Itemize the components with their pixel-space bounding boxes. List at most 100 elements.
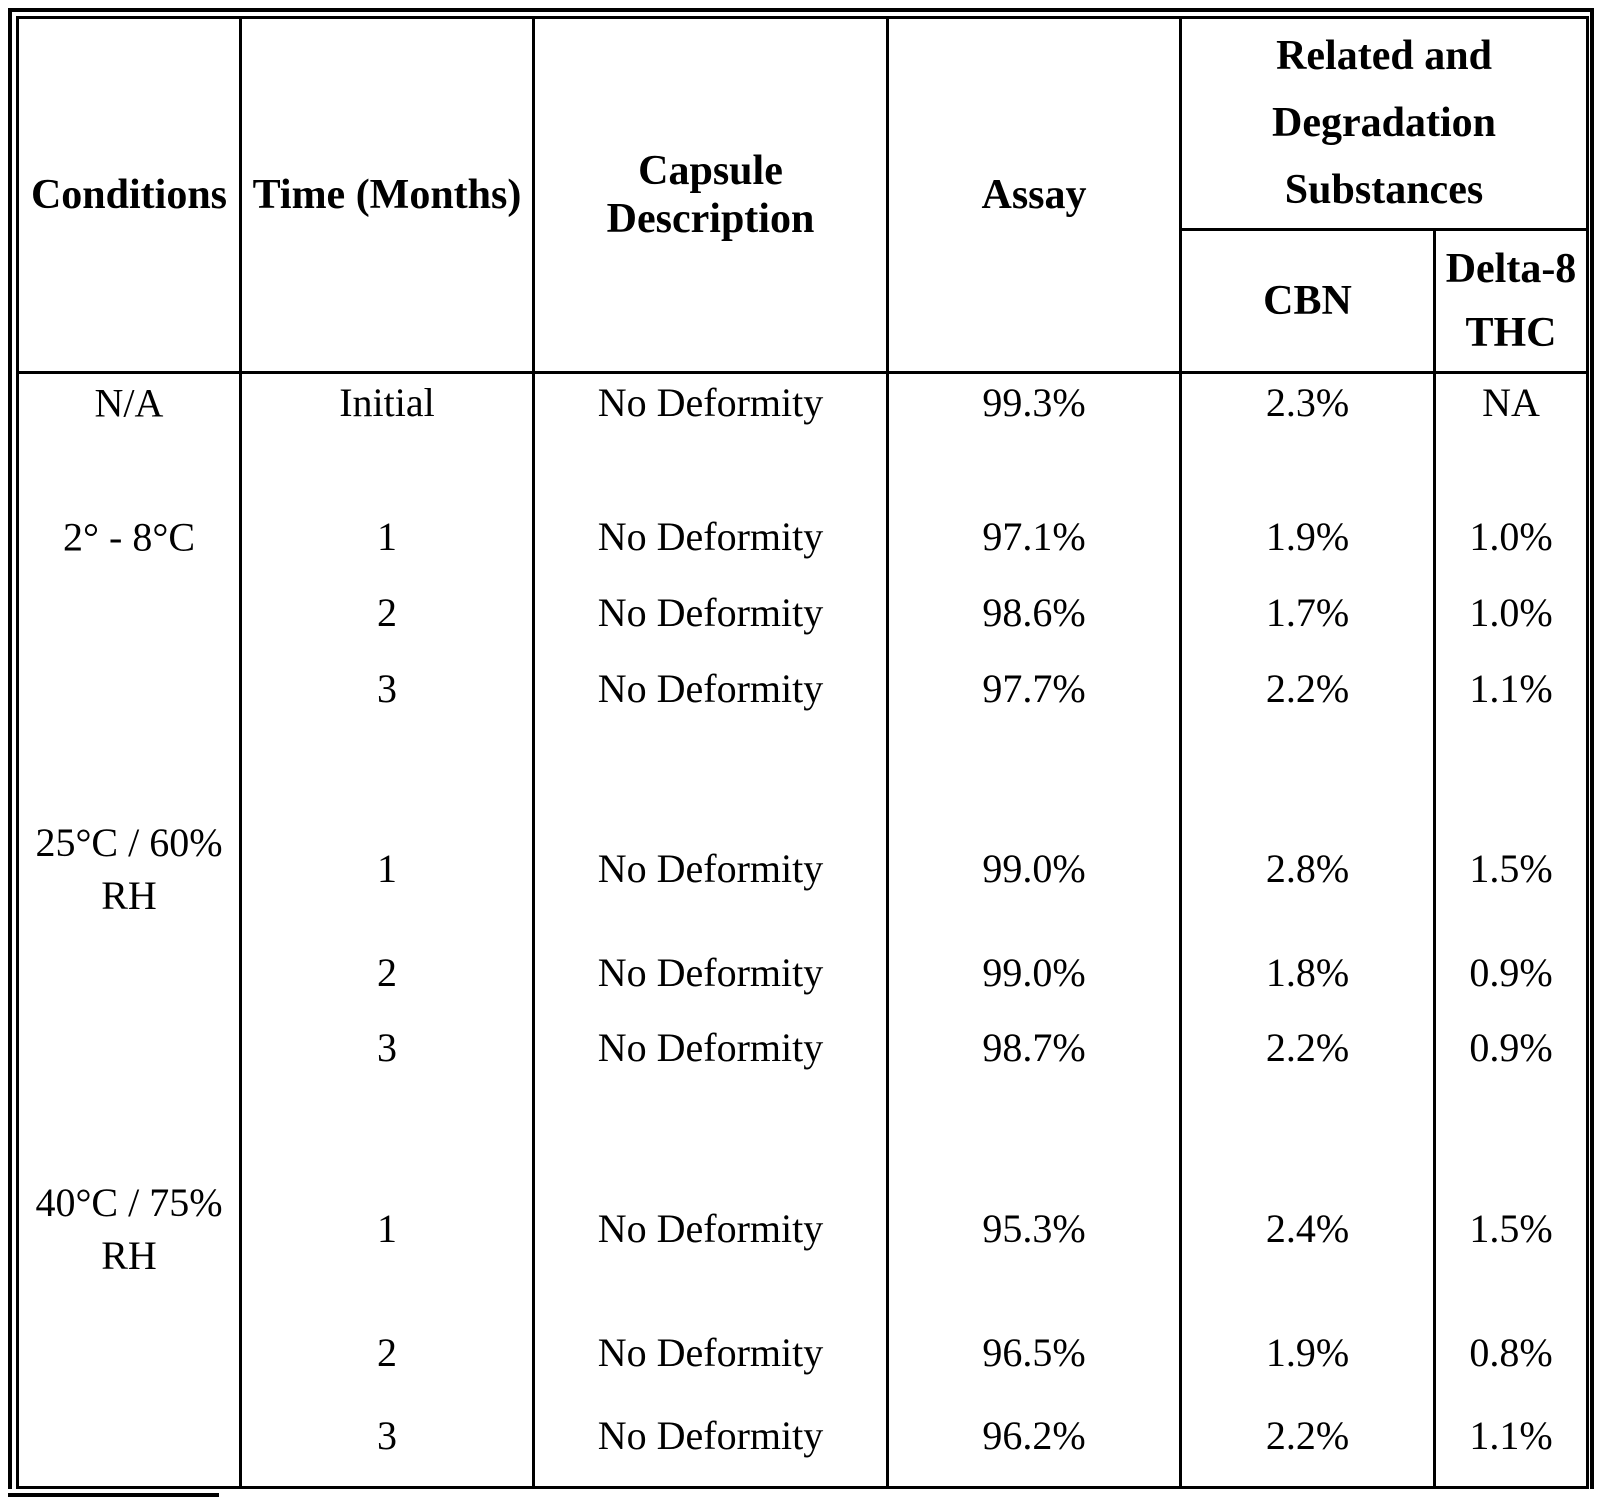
condition-label: N/A [94, 380, 164, 426]
table-frame: Conditions Time (Months) Capsule Descrip… [8, 8, 1594, 1497]
cell-delta8: 1.0% [1432, 507, 1588, 566]
spacer-cell [1179, 1464, 1435, 1488]
cell-capsule: No Deformity [532, 1199, 888, 1258]
cell-delta8: 0.9% [1432, 944, 1588, 1002]
spacer-cell [16, 641, 241, 660]
spacer-cell [239, 1381, 534, 1407]
cell-condition [16, 1324, 241, 1382]
header-delta8-thc: Delta-8 THC [1432, 229, 1588, 374]
spacer-cell [532, 432, 888, 508]
cell-delta8: 0.9% [1432, 1019, 1588, 1077]
cell-capsule: No Deformity [532, 1324, 888, 1382]
condition-label: 25°C / 60% RH [35, 819, 223, 918]
spacer-row [16, 1076, 1588, 1200]
cell-assay: 98.6% [886, 584, 1181, 642]
spacer-cell [16, 1464, 241, 1488]
header-related-degradation-substances-text: Related and Degradation Substances [1272, 33, 1496, 213]
data-row-40C-month2: 2 No Deformity 96.5% 1.9% 0.8% [16, 1324, 1588, 1382]
cell-time: 3 [239, 659, 534, 718]
spacer-cell [532, 1001, 888, 1020]
spacer-cell [1179, 1001, 1435, 1020]
spacer-cell [532, 1381, 888, 1407]
cell-assay: 95.3% [886, 1199, 1181, 1258]
cell-capsule: No Deformity [532, 372, 888, 433]
cell-assay: 97.1% [886, 507, 1181, 566]
spacer-cell [1179, 1257, 1435, 1325]
cell-time: 2 [239, 584, 534, 642]
spacer-cell [1179, 1076, 1435, 1200]
data-row-40C-month3: 3 No Deformity 96.2% 2.2% 1.1% [16, 1406, 1588, 1465]
stability-table: Conditions Time (Months) Capsule Descrip… [16, 16, 1590, 1489]
cell-assay: 99.3% [886, 372, 1181, 433]
spacer-cell [239, 897, 534, 945]
data-row-25C-month3: 3 No Deformity 98.7% 2.2% 0.9% [16, 1019, 1588, 1077]
spacer-cell [16, 565, 241, 585]
cell-condition [16, 1019, 241, 1077]
spacer-cell [16, 1381, 241, 1407]
cell-assay: 96.5% [886, 1324, 1181, 1382]
spacer-cell [1179, 717, 1435, 840]
cell-cbn: 1.9% [1179, 507, 1435, 566]
cell-capsule: No Deformity [532, 659, 888, 718]
spacer-cell [16, 1076, 241, 1200]
spacer-cell [532, 1076, 888, 1200]
header-conditions: Conditions [16, 17, 241, 374]
header-row-1: Conditions Time (Months) Capsule Descrip… [16, 17, 1588, 374]
spacer-cell [16, 432, 241, 508]
spacer-cell [532, 641, 888, 660]
header-time-months: Time (Months) [239, 17, 534, 374]
data-row-2-8C-month1: 2° - 8°C 1 No Deformity 97.1% 1.9% 1.0% [16, 507, 1588, 566]
spacer-cell [886, 1257, 1181, 1325]
spacer-cell [1432, 565, 1588, 585]
spacer-cell [16, 1257, 241, 1325]
cell-time: 2 [239, 1324, 534, 1382]
cell-capsule: No Deformity [532, 1406, 888, 1465]
cell-condition [16, 659, 241, 718]
cell-delta8: 1.0% [1432, 584, 1588, 642]
spacer-cell [1179, 1381, 1435, 1407]
spacer-cell [239, 641, 534, 660]
spacer-cell [1432, 1076, 1588, 1200]
cell-assay: 98.7% [886, 1019, 1181, 1077]
spacer-cell [1432, 641, 1588, 660]
header-assay: Assay [886, 17, 1181, 374]
spacer-row [16, 1257, 1588, 1325]
cell-cbn: 2.8% [1179, 839, 1435, 898]
cell-capsule: No Deformity [532, 584, 888, 642]
data-row-25C-month2: 2 No Deformity 99.0% 1.8% 0.9% [16, 944, 1588, 1002]
spacer-cell [1432, 1381, 1588, 1407]
spacer-cell [239, 1076, 534, 1200]
data-row-2-8C-month3: 3 No Deformity 97.7% 2.2% 1.1% [16, 659, 1588, 718]
spacer-cell [532, 897, 888, 945]
cell-cbn: 2.3% [1179, 372, 1435, 433]
cell-delta8: 1.1% [1432, 1406, 1588, 1465]
cell-capsule: No Deformity [532, 944, 888, 1002]
cell-cbn: 2.4% [1179, 1199, 1435, 1258]
cell-delta8: NA [1432, 372, 1588, 433]
spacer-cell [16, 717, 241, 840]
spacer-row [16, 1464, 1588, 1488]
spacer-cell [239, 1257, 534, 1325]
header-row-2: CBN Delta-8 THC [18, 229, 1588, 374]
spacer-cell [1432, 897, 1588, 945]
data-row-initial: N/A Initial No Deformity 99.3% 2.3% NA [16, 372, 1588, 433]
condition-label: 40°C / 75% RH [35, 1179, 223, 1278]
spacer-cell [886, 1381, 1181, 1407]
cell-time: 2 [239, 944, 534, 1002]
cell-capsule: No Deformity [532, 507, 888, 566]
spacer-cell [886, 1001, 1181, 1020]
spacer-cell [886, 641, 1181, 660]
spacer-row [16, 897, 1588, 945]
spacer-cell [1179, 432, 1435, 508]
spacer-cell [16, 897, 241, 945]
spacer-cell [1432, 717, 1588, 840]
spacer-row [16, 717, 1588, 840]
cell-assay: 99.0% [886, 944, 1181, 1002]
spacer-cell [1432, 1257, 1588, 1325]
cell-cbn: 2.2% [1179, 659, 1435, 718]
spacer-cell [886, 432, 1181, 508]
cell-condition [16, 1406, 241, 1465]
cell-delta8: 1.1% [1432, 659, 1588, 718]
cell-time: 1 [239, 839, 534, 898]
cell-assay: 99.0% [886, 839, 1181, 898]
